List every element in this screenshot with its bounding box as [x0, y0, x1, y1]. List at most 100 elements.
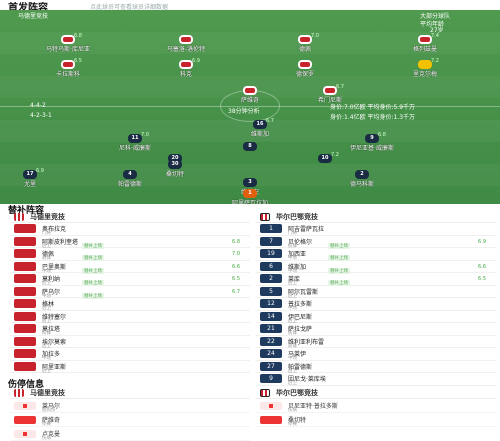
sub-player-row[interactable]: 6 维斯加 中场 替补上场 6.6 [256, 261, 496, 274]
atletico-crest-icon [14, 389, 24, 397]
away-player[interactable]: 11 尼科·威廉斯 7.0 [95, 132, 175, 152]
injuries-home: 马德里竞技 莱马尔 肌肉伤 萨维奇 停赛 卢克曼 伤病 [10, 388, 250, 441]
home-stats: 身价:7.0亿欧 平均身价:5.9千万 [330, 104, 416, 111]
away-player[interactable]: 1 阿里萨瓦拉加 [210, 189, 290, 204]
sub-player-rating: 6.6 [478, 263, 486, 270]
home-player[interactable]: 萨维奇 [210, 86, 290, 104]
injury-row[interactable]: 萨维奇 停赛 [10, 413, 250, 427]
sub-player-row[interactable]: 12 普拉多斯 中场 [256, 298, 496, 311]
sub-player-row[interactable]: 维特塞尔 后卫 [10, 311, 250, 324]
player-name: 桑切特 [165, 171, 184, 178]
sub-player-position: 后卫 [42, 318, 51, 324]
sub-player-row[interactable]: 萨乌尔 中场 替补上场 6.7 [10, 286, 250, 299]
injury-row[interactable]: 桑切特 停赛 [256, 413, 496, 427]
subs-away-header: 毕尔巴鄂竞技 [256, 212, 496, 223]
subbed-on-badge: 替补上场 [328, 242, 350, 249]
sub-player-row[interactable]: 27 帕雷德斯 后卫 [256, 361, 496, 374]
sub-player-position: 后卫 [288, 318, 297, 324]
sub-player-row[interactable]: 埃尔莫索 后卫 [10, 336, 250, 349]
sub-player-row[interactable]: 14 伊巴尼斯 后卫 [256, 311, 496, 324]
sub-player-row[interactable]: 1 阿吉雷萨瓦拉 门将 [256, 223, 496, 236]
home-player[interactable]: 希门尼斯 6.7 [290, 84, 370, 104]
away-player[interactable]: 9 伊尼亚基·威廉斯 6.8 [332, 132, 412, 152]
sub-player-row[interactable]: 24 马莱伊 中场 [256, 348, 496, 361]
shirt-number: 17 [26, 171, 34, 177]
home-player[interactable]: 德佩 7.0 [265, 33, 345, 53]
avatar [14, 361, 36, 371]
sub-player-row[interactable]: 德佩 前锋 替补上场 7.0 [10, 248, 250, 261]
avatar [14, 324, 36, 334]
sub-player-row[interactable]: 19 加西亚 中场 替补上场 [256, 248, 496, 261]
shirt-number-badge: 24 [260, 349, 282, 359]
sub-player-row[interactable]: 莫拉塔 前锋 [10, 323, 250, 336]
sub-player-rating: 6.8 [232, 238, 240, 245]
player-name: 希门尼斯 [317, 97, 342, 104]
avatar [14, 286, 36, 296]
away-player[interactable]: 20 [135, 154, 215, 163]
sub-player-position: 门将 [42, 231, 51, 236]
player-rating: 6.7 [266, 118, 274, 124]
right-label-1: 大部分球队 [420, 13, 451, 20]
home-player[interactable]: 科克 6.9 [146, 58, 226, 78]
subbed-on-badge: 替补上场 [82, 255, 104, 261]
shirt-icon: 30 [168, 160, 182, 169]
home-player[interactable]: 德保罗 [265, 60, 345, 78]
injury-icon [260, 401, 282, 410]
home-player[interactable]: 格列兹曼 7.4 [385, 33, 465, 53]
away-player[interactable]: 4 帕雷德斯 [90, 170, 170, 188]
away-player[interactable]: 8 [210, 142, 290, 151]
injury-row[interactable]: 贝尼亚特·普拉多斯 伤病 [256, 399, 496, 413]
right-label-3: 27岁 [430, 27, 444, 34]
home-player[interactable]: 马特乌斯·库尼亚 6.8 [28, 33, 108, 53]
sub-player-row[interactable]: 莫利纳 后卫 替补上场 6.5 [10, 273, 250, 286]
away-player[interactable]: 30 桑切特 [135, 160, 215, 178]
avatar [14, 236, 36, 246]
sub-player-row[interactable]: 2 莱库 后卫 替补上场 6.5 [256, 273, 496, 286]
shirt-icon: 3 [243, 178, 257, 187]
sub-player-position: 前锋 [42, 256, 51, 261]
away-player[interactable]: 17 尤里 6.9 [0, 168, 70, 188]
away-stats: 身价:1.4亿欧 平均身价:1.3千万 [330, 114, 416, 121]
sub-player-row[interactable]: 格林 后卫 [10, 298, 250, 311]
sub-player-rating: 6.5 [232, 276, 240, 282]
sub-player-row[interactable]: 21 萨拉戈萨 前锋 [256, 323, 496, 336]
shirt-icon [61, 60, 75, 69]
subbed-on-badge: 替补上场 [82, 292, 104, 299]
away-player[interactable]: 2 德马科斯 [322, 170, 402, 188]
sub-player-row[interactable]: 奥布拉克 门将 [10, 223, 250, 236]
shirt-number: 11 [131, 135, 139, 141]
injury-note: 停赛 [42, 422, 51, 427]
pitch: 马德里竞技 大部分球队 平均年龄 27岁 4-4-2 4-2-3-1 38分钟分… [0, 10, 500, 204]
sub-player-row[interactable]: 22 维利亚利布雷 前锋 [256, 336, 496, 349]
subbed-on-badge: 替补上场 [82, 280, 104, 286]
home-player[interactable]: 卡拉斯科 6.5 [28, 58, 108, 78]
player-name: 德保罗 [295, 71, 314, 78]
sub-player-row[interactable]: 巴里奥斯 中场 替补上场 6.6 [10, 261, 250, 274]
sub-player-row[interactable]: 阿里亚斯 后卫 [10, 361, 250, 374]
subs-home: 马德里竞技 奥布拉克 门将 阿斯皮利奎塔 后卫 替补上场 6.8 德佩 前锋 替补上场 7.0 巴里… [10, 212, 250, 374]
player-name: 阿里萨瓦拉加 [231, 200, 268, 204]
sub-player-row[interactable]: 加拉多 中场 [10, 348, 250, 361]
home-player[interactable]: 里克尔梅 7.2 [385, 58, 465, 78]
home-player[interactable]: 马塞洛-洛伦特 [146, 35, 226, 53]
home-team-label: 马德里竞技 [18, 13, 49, 20]
injury-icon [14, 401, 36, 410]
subbed-on-badge: 替补上场 [328, 255, 350, 261]
subs-away: 毕尔巴鄂竞技 1 阿吉雷萨瓦拉 门将 7 贝伦格尔 前锋 替补上场 6.9 19 加西亚 中场 替补上… [256, 212, 496, 386]
sub-player-position: 前锋 [42, 331, 51, 336]
sub-player-row[interactable]: 9 因尼戈·莱库埃 后卫 [256, 373, 496, 386]
athletic-crest-icon [260, 389, 270, 397]
shirt-number: 10 [321, 155, 329, 161]
shirt-number-badge: 2 [260, 274, 282, 284]
away-player[interactable]: 10 7.2 [285, 152, 365, 163]
injury-row[interactable]: 莱马尔 肌肉伤 [10, 399, 250, 413]
injury-row[interactable]: 卢克曼 伤病 [10, 427, 250, 441]
center-label: 38分钟分析 [228, 108, 260, 115]
right-label-2: 平均年龄 [420, 21, 445, 28]
sub-player-row[interactable]: 7 贝伦格尔 前锋 替补上场 6.9 [256, 236, 496, 249]
sub-player-row[interactable]: 阿斯皮利奎塔 后卫 替补上场 6.8 [10, 236, 250, 249]
injury-note: 伤病 [288, 408, 297, 413]
sub-player-rating: 7.0 [232, 251, 240, 257]
away-player[interactable]: 16 维斯加 6.7 [220, 118, 300, 138]
sub-player-row[interactable]: 5 阿尔瓦雷斯 后卫 [256, 286, 496, 299]
